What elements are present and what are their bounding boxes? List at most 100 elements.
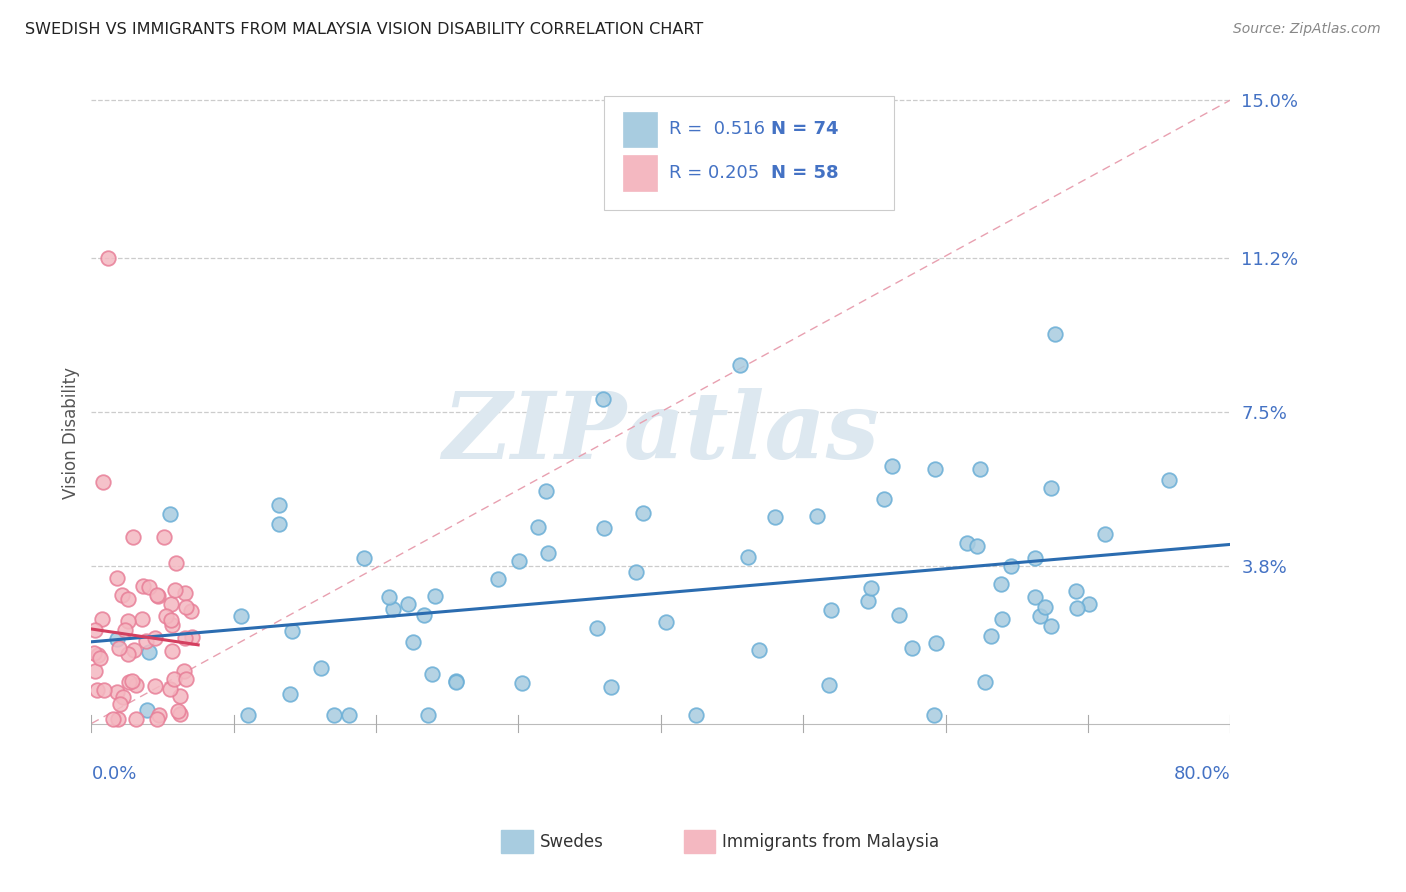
Bar: [502, 830, 533, 853]
Point: [135, 703, 157, 717]
Point: [135, 634, 157, 648]
Point: [121, 674, 143, 689]
Point: [107, 712, 129, 726]
Text: 0.0%: 0.0%: [91, 764, 136, 782]
Point: [174, 599, 197, 614]
Point: [105, 571, 128, 585]
Point: [966, 539, 988, 553]
Point: [860, 581, 883, 595]
Point: [125, 712, 148, 726]
Point: [165, 556, 187, 570]
Point: [486, 572, 509, 586]
Point: [83, 623, 105, 637]
Point: [873, 491, 896, 506]
Point: [600, 680, 623, 694]
Point: [402, 635, 425, 649]
Point: [901, 640, 924, 655]
Point: [160, 618, 183, 632]
Point: [91, 475, 114, 490]
Point: [1024, 590, 1046, 604]
Point: [991, 611, 1014, 625]
Point: [820, 603, 842, 617]
Point: [173, 631, 195, 645]
Point: [925, 636, 948, 650]
Point: [1024, 550, 1046, 565]
Text: R =  0.516: R = 0.516: [669, 120, 765, 138]
Point: [143, 632, 166, 646]
Point: [117, 648, 139, 662]
Point: [86, 683, 108, 698]
Point: [1066, 601, 1088, 615]
Point: [626, 565, 648, 579]
Point: [309, 661, 332, 675]
Point: [105, 684, 128, 698]
Point: [146, 589, 169, 603]
Point: [138, 580, 160, 594]
Point: [97, 251, 120, 265]
Point: [159, 682, 181, 697]
Point: [956, 536, 979, 550]
Point: [93, 683, 115, 698]
Point: [585, 621, 607, 635]
Point: [146, 587, 169, 601]
Point: [924, 708, 946, 723]
Point: [267, 498, 290, 512]
Point: [818, 678, 841, 692]
Point: [322, 708, 344, 723]
Point: [173, 586, 195, 600]
Point: [108, 640, 131, 655]
Point: [112, 690, 135, 705]
Point: [980, 629, 1002, 643]
Point: [101, 712, 124, 726]
Point: [592, 392, 614, 406]
Bar: [623, 155, 658, 191]
Point: [887, 607, 910, 622]
Point: [446, 674, 468, 689]
Point: [153, 529, 176, 543]
Point: [969, 462, 991, 476]
Point: [1043, 327, 1066, 342]
Text: Immigrants from Malaysia: Immigrants from Malaysia: [723, 833, 939, 851]
Point: [856, 593, 879, 607]
Point: [990, 577, 1012, 591]
Point: [337, 708, 360, 723]
Point: [748, 643, 770, 657]
Point: [146, 712, 169, 726]
Point: [737, 549, 759, 564]
Text: 80.0%: 80.0%: [1174, 764, 1230, 782]
Point: [763, 510, 786, 524]
Point: [378, 590, 401, 604]
Point: [631, 506, 654, 520]
Point: [444, 673, 467, 688]
Point: [1029, 609, 1052, 624]
Point: [160, 598, 183, 612]
Point: [114, 623, 136, 637]
Point: [143, 679, 166, 693]
Point: [169, 690, 191, 704]
Point: [1094, 526, 1116, 541]
Point: [236, 708, 259, 723]
Point: [83, 664, 105, 678]
Point: [974, 675, 997, 690]
Point: [89, 650, 111, 665]
Point: [132, 579, 155, 593]
Text: Swedes: Swedes: [540, 833, 605, 851]
Text: R = 0.205: R = 0.205: [669, 164, 759, 182]
Point: [1039, 618, 1062, 632]
Point: [160, 613, 183, 627]
Point: [160, 644, 183, 658]
Bar: [683, 830, 716, 853]
Point: [167, 704, 190, 718]
Point: [118, 675, 141, 690]
Point: [685, 708, 707, 723]
Point: [155, 608, 177, 623]
Point: [163, 672, 186, 686]
Point: [924, 462, 946, 476]
Point: [1040, 481, 1063, 495]
Point: [413, 607, 436, 622]
Point: [537, 546, 560, 560]
Point: [173, 665, 195, 679]
Point: [122, 642, 145, 657]
Point: [882, 458, 904, 473]
Point: [91, 612, 114, 626]
